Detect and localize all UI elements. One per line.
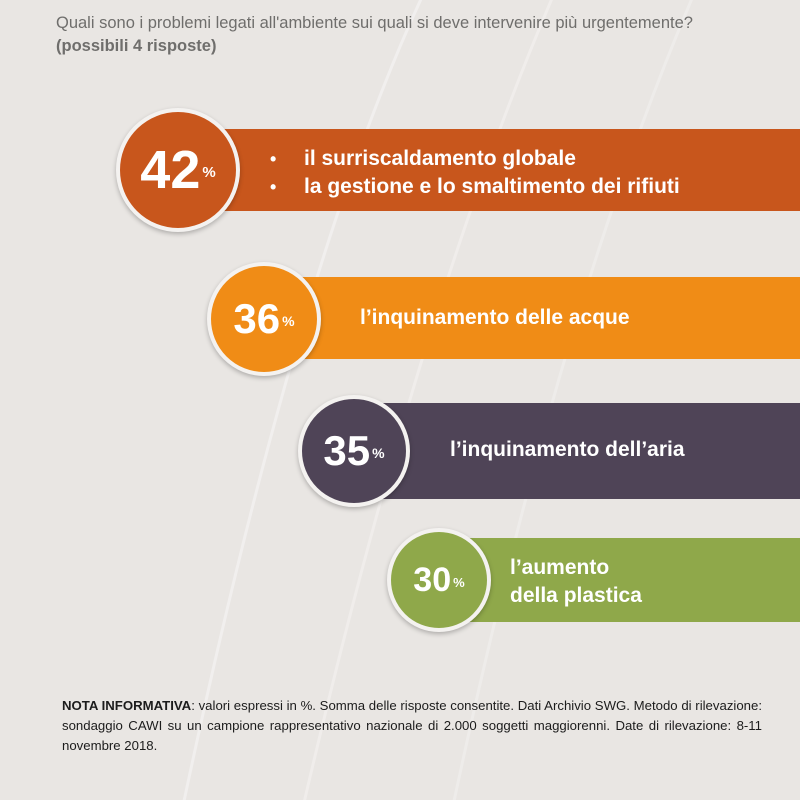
percent-sign: %	[202, 163, 216, 181]
value-circle: 36%	[207, 262, 321, 376]
bar-band	[352, 403, 800, 499]
value-label: 35	[323, 427, 371, 474]
chart-item: 42% il surriscaldamento globale la gesti…	[0, 108, 800, 232]
item-label: l’inquinamento dell’aria	[450, 436, 685, 464]
label-line: la gestione e lo smaltimento dei rifiuti	[268, 173, 680, 201]
informative-note: NOTA INFORMATIVA: valori espressi in %. …	[62, 696, 762, 756]
note-label: NOTA INFORMATIVA	[62, 698, 192, 713]
chart-item: 36% l’inquinamento delle acque	[0, 262, 800, 376]
label-line: l’aumento	[510, 556, 610, 579]
item-label: l’inquinamento delle acque	[360, 304, 630, 332]
value-circle: 30%	[387, 528, 491, 632]
value-circle: 42%	[116, 108, 240, 232]
label-line: il surriscaldamento globale	[268, 145, 680, 173]
label-line: della plastica	[510, 584, 642, 607]
chart-title: Quali sono i problemi legati all'ambient…	[56, 14, 693, 32]
item-label: l’aumento della plastica	[510, 554, 642, 610]
item-label: il surriscaldamento globale la gestione …	[268, 145, 680, 201]
percent-sign: %	[282, 313, 295, 329]
note-text: : valori espressi in %. Somma delle risp…	[62, 698, 763, 753]
label-line: l’inquinamento dell’aria	[450, 438, 685, 461]
bar-band	[262, 277, 800, 359]
value-label: 42	[140, 140, 201, 200]
value-label: 30	[413, 561, 452, 599]
value-label: 36	[233, 295, 281, 342]
bar-band	[440, 538, 800, 622]
value-circle: 35%	[298, 395, 410, 507]
chart-item: 30% l’aumento della plastica	[0, 528, 800, 632]
chart-subtitle: (possibili 4 risposte)	[56, 37, 217, 55]
percent-sign: %	[453, 574, 465, 590]
chart-item: 35% l’inquinamento dell’aria	[0, 395, 800, 507]
label-line: l’inquinamento delle acque	[360, 306, 630, 329]
percent-sign: %	[372, 445, 385, 461]
